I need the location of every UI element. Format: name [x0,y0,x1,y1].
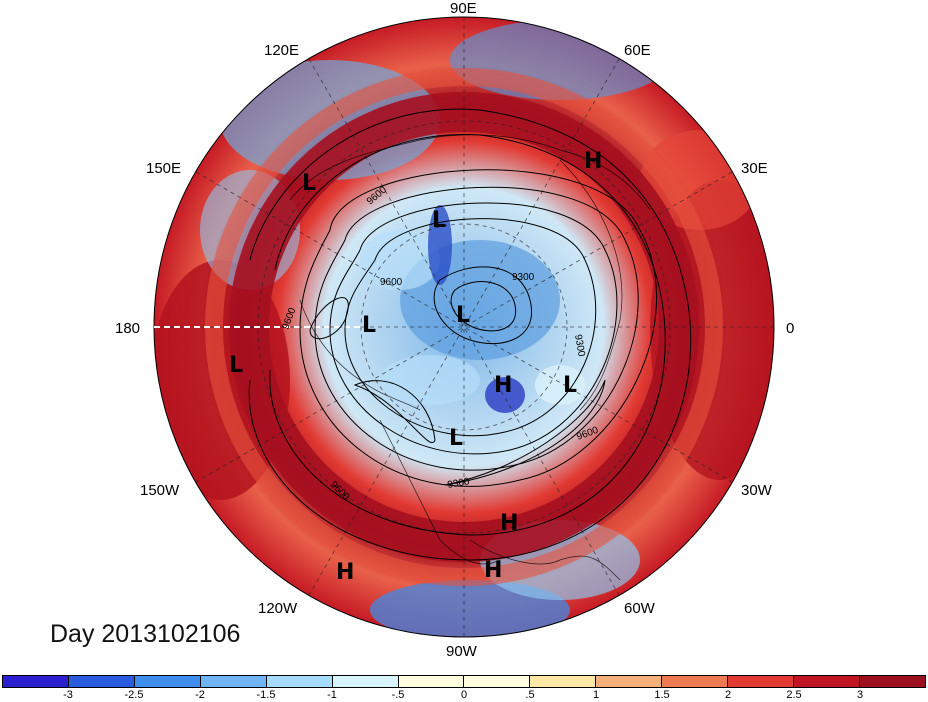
contour-label: 9300 [572,334,587,358]
lon-label-180: 180 [115,320,141,337]
colorbar-tick: -3 [63,689,73,701]
lon-label-30e: 30E [741,160,768,177]
low-pressure-marker: L [456,303,470,328]
colorbar-tick: 1.5 [654,689,670,701]
colorbar-tick: -1 [327,689,337,701]
high-pressure-marker: H [484,558,502,583]
colorbar-swatch [68,676,135,687]
lon-label-60e: 60E [624,42,651,59]
lon-label-150e: 150E [146,160,182,177]
high-pressure-marker: H [494,373,512,398]
lon-label-90w: 90W [446,643,477,660]
contour-label: 9600 [380,277,403,288]
contour-label: 9300 [447,476,471,491]
colorbar-swatch [662,676,729,687]
lon-label-60w: 60W [624,600,655,617]
colorbar-swatch [794,676,860,687]
low-pressure-marker: L [229,353,243,378]
colorbar-tick: 2 [724,689,732,701]
colorbar-swatch [200,676,267,687]
colorbar-tick: -2.5 [124,689,144,701]
low-pressure-marker: L [302,171,316,196]
lon-label-90e: 90E [450,0,477,17]
lon-label-30w: 30W [741,482,772,499]
lon-label-120e: 120E [264,42,300,59]
colorbar-swatch [728,676,795,687]
colorbar-tick: -1.5 [256,689,276,701]
colorbar-tick: 3 [856,689,864,701]
colorbar-tick: -2 [195,689,205,701]
colorbar-swatch [859,676,925,687]
colorbar-tick: 1 [592,689,600,701]
lon-label-0: 0 [786,320,795,337]
colorbar-swatch [134,676,201,687]
date-label: Day 2013102106 [50,620,241,648]
colorbar-swatch [332,676,399,687]
low-pressure-marker: L [432,208,446,233]
low-pressure-marker: L [362,313,376,338]
contour-label: 9300 [512,272,535,283]
height-contours [248,108,692,561]
colorbar-tick: 0 [460,689,468,701]
graticule [154,17,774,637]
high-pressure-marker: H [584,149,602,174]
lon-label-150w: 150W [140,482,180,499]
colorbar-swatch [3,676,69,687]
colorbar-swatch [530,676,597,687]
lon-label-120w: 120W [258,600,298,617]
coastlines [289,134,651,581]
colorbar-swatch [266,676,333,687]
colorbar-tick: 2.5 [786,689,802,701]
high-pressure-marker: H [500,511,518,536]
low-pressure-marker: L [563,373,577,398]
colorbar-swatch [464,676,531,687]
colorbar-tick: .5 [525,689,535,701]
high-pressure-marker: H [336,560,354,585]
colorbar-swatch [596,676,663,687]
colorbar-tick: -.5 [391,689,405,701]
polar-map: 9600 9600 9600 9600 9300 9300 9300 9600 … [153,16,775,638]
anomaly-field [154,17,774,637]
colorbar-swatch [398,676,465,687]
colorbar [2,675,926,688]
low-pressure-marker: L [449,426,463,451]
